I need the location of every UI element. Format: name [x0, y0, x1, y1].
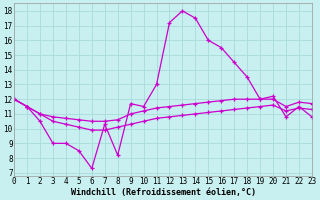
- X-axis label: Windchill (Refroidissement éolien,°C): Windchill (Refroidissement éolien,°C): [70, 188, 255, 197]
